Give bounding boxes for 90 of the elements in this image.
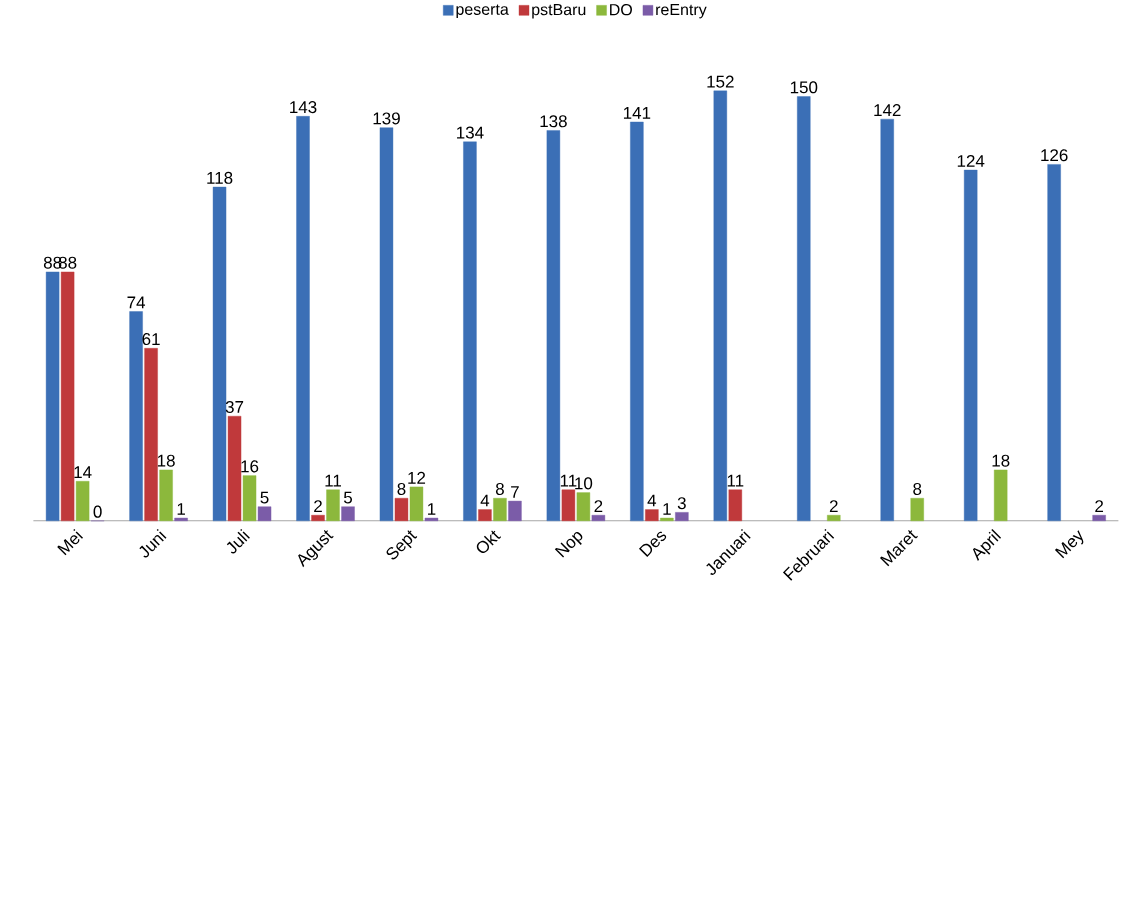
data-label: 2 xyxy=(314,500,322,512)
data-label: 2 xyxy=(829,500,838,512)
bar xyxy=(713,90,728,521)
data-label: 124 xyxy=(957,154,985,167)
data-label: 12 xyxy=(408,471,426,484)
data-label: 16 xyxy=(241,460,259,473)
data-label: 10 xyxy=(575,477,593,490)
bar xyxy=(546,130,561,521)
data-label: 3 xyxy=(677,497,686,510)
bar xyxy=(45,271,60,521)
data-label: 14 xyxy=(74,466,92,478)
x-tick-label: Juli xyxy=(226,528,250,554)
bar xyxy=(227,415,242,521)
x-tick-label: Okt xyxy=(476,530,501,553)
data-label: 126 xyxy=(1041,149,1068,162)
bar xyxy=(880,118,894,521)
x-tick-label: Mei xyxy=(57,528,84,556)
data-label: 139 xyxy=(373,112,400,125)
data-label: 138 xyxy=(540,115,567,128)
data-label: 4 xyxy=(647,494,657,507)
data-label: 8 xyxy=(397,482,406,495)
x-tick-label: Nop xyxy=(554,531,583,558)
bar xyxy=(257,506,272,521)
data-label: 11 xyxy=(325,474,341,487)
data-label: 8 xyxy=(913,482,922,495)
data-label: 11 xyxy=(560,474,577,487)
bar xyxy=(341,506,355,521)
bar xyxy=(1047,164,1061,521)
bar xyxy=(60,271,75,521)
bar xyxy=(424,517,439,521)
bar xyxy=(242,475,257,521)
bar xyxy=(630,121,644,521)
bar xyxy=(797,96,811,521)
data-label: 18 xyxy=(157,454,175,467)
data-label: 1 xyxy=(663,503,671,515)
bar xyxy=(1092,514,1106,521)
bar xyxy=(591,514,606,521)
bar xyxy=(311,514,325,521)
data-label: 2 xyxy=(1095,500,1104,512)
data-label: 11 xyxy=(727,474,744,487)
x-tick-label: Mey xyxy=(1054,530,1084,559)
data-label: 1 xyxy=(428,503,436,515)
data-label: 134 xyxy=(457,126,484,139)
bar xyxy=(75,480,90,521)
bar xyxy=(212,186,227,521)
bar xyxy=(993,469,1008,521)
data-label: 150 xyxy=(790,81,818,94)
data-label: 0 xyxy=(93,505,102,518)
data-label: 118 xyxy=(207,171,233,184)
bar xyxy=(910,497,924,521)
bar xyxy=(675,512,689,521)
bar xyxy=(129,311,143,521)
data-label: 2 xyxy=(594,500,603,512)
bar xyxy=(379,127,394,521)
data-label: 141 xyxy=(623,106,651,119)
legend-label: DO xyxy=(610,3,632,16)
legend-label: reEntry xyxy=(656,3,707,19)
data-label: 18 xyxy=(992,454,1010,467)
bar xyxy=(463,141,477,521)
data-label: 7 xyxy=(511,486,519,498)
data-label: 5 xyxy=(260,491,269,504)
bar xyxy=(159,469,173,521)
data-label: 4 xyxy=(480,494,490,507)
bar xyxy=(728,489,743,521)
bar xyxy=(144,347,158,521)
bar xyxy=(296,116,310,521)
bar xyxy=(409,486,424,521)
legend-label: peserta xyxy=(456,4,509,18)
legend-label: pstBaru xyxy=(532,3,586,19)
x-tick-label: Des xyxy=(638,531,667,557)
data-label: 8 xyxy=(495,482,504,495)
bar xyxy=(394,497,409,521)
bar xyxy=(561,489,576,521)
bar xyxy=(576,492,591,521)
data-label: 1 xyxy=(177,503,185,515)
bar xyxy=(645,509,659,521)
bar xyxy=(326,489,340,521)
data-label: 142 xyxy=(874,103,901,116)
bar xyxy=(508,500,522,521)
data-label: 74 xyxy=(127,296,146,309)
bar xyxy=(827,514,841,521)
bar xyxy=(660,517,674,521)
data-label: 143 xyxy=(290,100,317,113)
bar xyxy=(174,517,188,521)
data-label: 152 xyxy=(707,75,734,88)
bar xyxy=(478,509,492,521)
bar xyxy=(493,497,507,521)
bar xyxy=(963,169,978,521)
data-label: 37 xyxy=(225,400,244,413)
data-label: 5 xyxy=(343,491,353,504)
